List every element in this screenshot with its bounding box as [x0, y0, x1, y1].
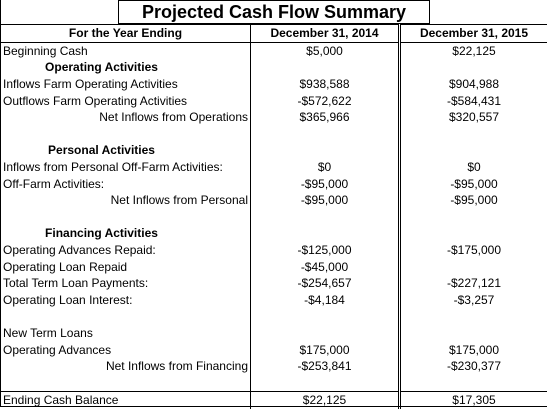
row-value [251, 209, 400, 226]
row-label: Personal Activities [1, 142, 251, 159]
row-value: $175,000 [251, 341, 400, 358]
row-value: $904,988 [400, 76, 547, 93]
blank-row [1, 209, 547, 226]
row-value [400, 142, 547, 159]
table-row: Inflows Farm Operating Activities$938,58… [1, 76, 547, 93]
header-column: December 31, 2015 [400, 25, 547, 43]
row-value: $365,966 [251, 109, 400, 126]
row-value: $0 [400, 159, 547, 176]
row-label: Operating Advances [1, 341, 251, 358]
row-label: Off-Farm Activities: [1, 175, 251, 192]
row-value: -$230,377 [400, 358, 547, 375]
table-row: Personal Activities [1, 142, 547, 159]
row-value [251, 59, 400, 76]
row-label: Net Inflows from Operations [1, 109, 251, 126]
row-value: -$125,000 [251, 242, 400, 259]
row-value [251, 374, 400, 391]
row-label: Outflows Farm Operating Activities [1, 92, 251, 109]
row-value: -$95,000 [251, 175, 400, 192]
row-value: -$95,000 [400, 192, 547, 209]
row-label: Beginning Cash [1, 42, 251, 59]
header-label: For the Year Ending [1, 25, 251, 43]
row-value: -$253,841 [251, 358, 400, 375]
table-row: Total Term Loan Payments:-$254,657-$227,… [1, 275, 547, 292]
table-row: Operating Loan Interest:-$4,184-$3,257 [1, 292, 547, 309]
row-value: -$95,000 [400, 175, 547, 192]
row-value [400, 374, 547, 391]
table-row: New Term Loans [1, 325, 547, 342]
row-label: Operating Activities [1, 59, 251, 76]
row-value [251, 142, 400, 159]
row-value: $938,588 [251, 76, 400, 93]
row-value: -$4,184 [251, 292, 400, 309]
row-value [400, 225, 547, 242]
row-label: Operating Loan Repaid [1, 258, 251, 275]
table-row: Beginning Cash$5,000$22,125 [1, 42, 547, 59]
row-label: Inflows from Personal Off-Farm Activitie… [1, 159, 251, 176]
table-row: Operating Advances Repaid:-$125,000-$175… [1, 242, 547, 259]
row-label: Operating Loan Interest: [1, 292, 251, 309]
row-label: Total Term Loan Payments: [1, 275, 251, 292]
row-label: New Term Loans [1, 325, 251, 342]
row-value: $5,000 [251, 42, 400, 59]
table-row: Off-Farm Activities:-$95,000-$95,000 [1, 175, 547, 192]
table-row: Operating Loan Repaid-$45,000 [1, 258, 547, 275]
row-label [1, 374, 251, 391]
row-value: $17,305 [400, 392, 547, 409]
row-value: -$254,657 [251, 275, 400, 292]
header-column: December 31, 2014 [251, 25, 400, 43]
table-row: Operating Advances$175,000$175,000 [1, 341, 547, 358]
row-value [251, 126, 400, 143]
row-label: Net Inflows from Personal [1, 192, 251, 209]
row-label: Net Inflows from Financing [1, 358, 251, 375]
row-value: -$45,000 [251, 258, 400, 275]
row-label [1, 209, 251, 226]
row-value: -$572,622 [251, 92, 400, 109]
row-label: Financing Activities [1, 225, 251, 242]
row-value: -$227,121 [400, 275, 547, 292]
row-value: -$3,257 [400, 292, 547, 309]
row-value: $175,000 [400, 341, 547, 358]
row-value [400, 325, 547, 342]
row-value: $320,557 [400, 109, 547, 126]
table-row: Net Inflows from Personal-$95,000-$95,00… [1, 192, 547, 209]
row-label: Ending Cash Balance [1, 392, 251, 409]
row-label: Inflows Farm Operating Activities [1, 76, 251, 93]
table-row: Ending Cash Balance$22,125$17,305 [1, 392, 547, 409]
row-value [251, 308, 400, 325]
blank-row [1, 308, 547, 325]
table-row: Inflows from Personal Off-Farm Activitie… [1, 159, 547, 176]
row-value [400, 59, 547, 76]
row-value: -$95,000 [251, 192, 400, 209]
row-value [400, 308, 547, 325]
row-label: Operating Advances Repaid: [1, 242, 251, 259]
table-row: Operating Activities [1, 59, 547, 76]
row-label [1, 126, 251, 143]
row-value: $22,125 [400, 42, 547, 59]
table-row: Net Inflows from Financing-$253,841-$230… [1, 358, 547, 375]
row-value: $22,125 [251, 392, 400, 409]
row-value [400, 126, 547, 143]
blank-row [1, 374, 547, 391]
blank-row [1, 126, 547, 143]
table-row: Financing Activities [1, 225, 547, 242]
row-value [251, 325, 400, 342]
row-value: -$175,000 [400, 242, 547, 259]
row-value: $0 [251, 159, 400, 176]
row-value [400, 258, 547, 275]
row-label [1, 308, 251, 325]
title: Projected Cash Flow Summary [118, 0, 430, 24]
row-value: -$584,431 [400, 92, 547, 109]
table-row: Outflows Farm Operating Activities-$572,… [1, 92, 547, 109]
table-row: Net Inflows from Operations$365,966$320,… [1, 109, 547, 126]
row-value [400, 209, 547, 226]
row-value [251, 225, 400, 242]
